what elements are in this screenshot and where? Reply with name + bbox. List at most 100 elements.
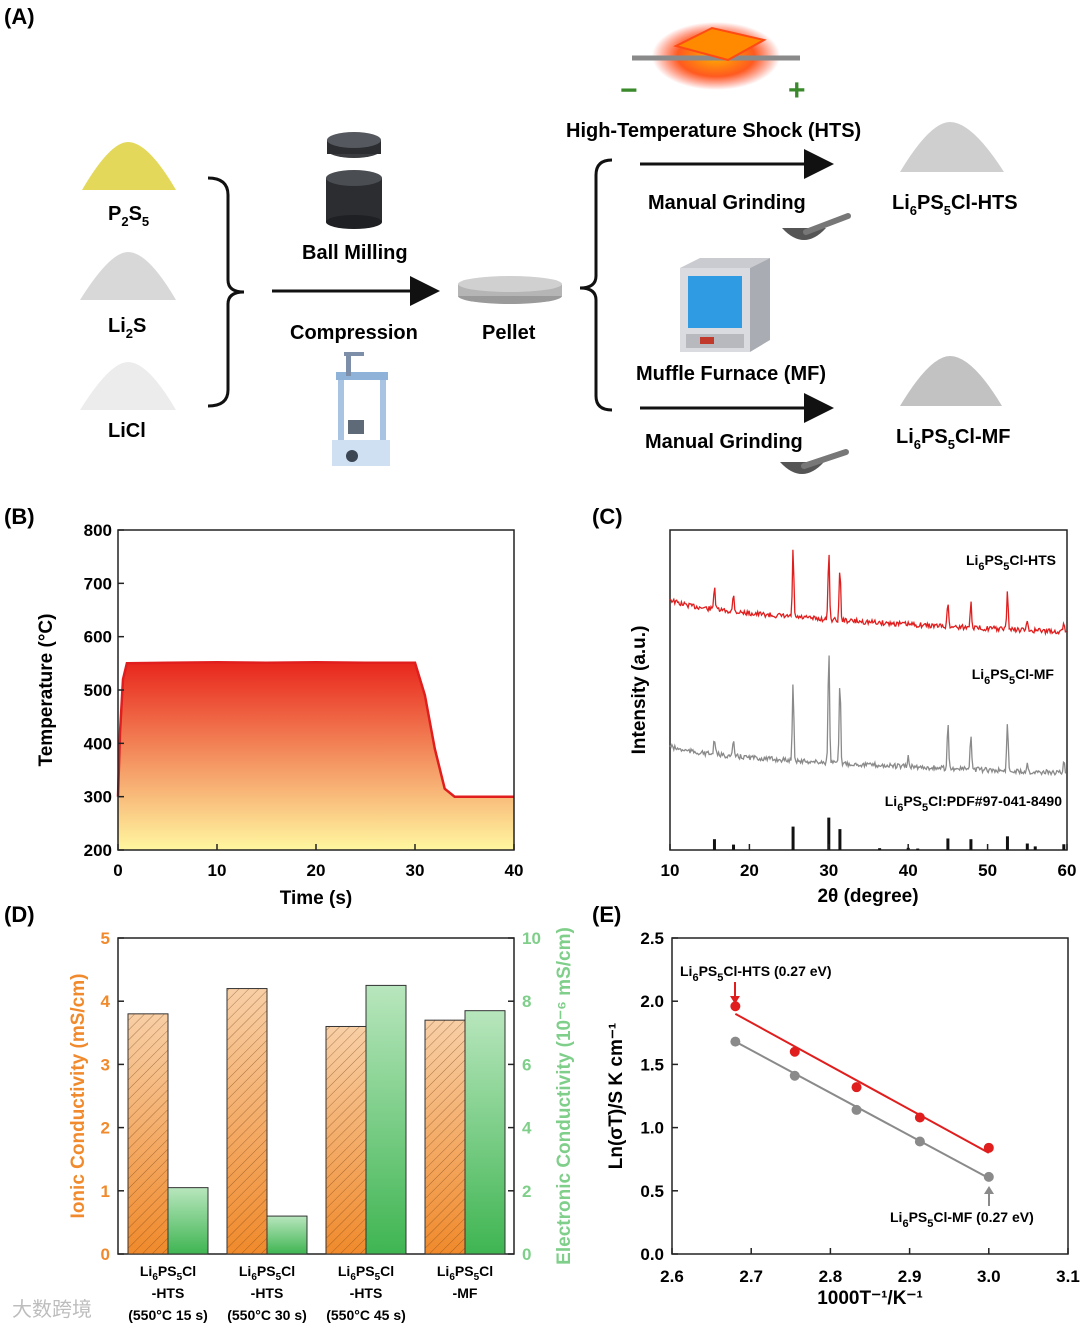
- x-tick-label-c: 40: [899, 861, 918, 880]
- pellet-icon: [458, 276, 562, 304]
- y-tick-label-left-d: 3: [101, 1055, 110, 1074]
- y-tick-label-left-d: 4: [101, 992, 111, 1011]
- y-tick-label-right-d: 10: [522, 929, 541, 948]
- plus-terminal: +: [788, 74, 806, 107]
- x-tick-label-e: 2.8: [819, 1267, 843, 1286]
- panel-c: (C) Li6PS5Cl-HTS Li6PS5Cl-MF Li6PS5Cl:PD…: [592, 504, 1076, 907]
- y-tick-label-left-d: 2: [101, 1119, 110, 1138]
- x-tick-label-b: 30: [406, 861, 425, 880]
- x-tick-label-e: 2.6: [660, 1267, 684, 1286]
- powder-pile-licl: [80, 362, 176, 410]
- y-tick-label-b: 200: [84, 841, 112, 860]
- hts-pointer-arrowhead: [730, 996, 740, 1004]
- category-label-line3: (550°C 15 s): [128, 1307, 208, 1323]
- bar-group: [127, 984, 506, 1255]
- x-tick-label-b: 20: [307, 861, 326, 880]
- category-labels-d: Li6PS5Cl -HTS (550°C 15 s) Li6PS5Cl -HTS (550…: [128, 1263, 493, 1323]
- x-tick-label-b: 40: [505, 861, 524, 880]
- axis-ticks-d: 0 1 2 3 4 5 0 2 4 6 8 10: [101, 929, 541, 1264]
- plot-frame-d: [117, 937, 515, 1255]
- y-tick-label-b: 400: [84, 734, 112, 753]
- y-tick-label-b: 500: [84, 681, 112, 700]
- y-axis-label-left-d: Ionic Conductivity (mS/cm): [68, 974, 89, 1219]
- x-tick-label-e: 2.9: [898, 1267, 922, 1286]
- x-tick-label-c: 60: [1058, 861, 1077, 880]
- category-label-line2: -HTS: [350, 1285, 383, 1301]
- data-point: [851, 1082, 862, 1093]
- x-tick-label-e: 3.0: [977, 1267, 1001, 1286]
- x-tick-label-b: 10: [208, 861, 227, 880]
- x-tick-label-e: 3.1: [1056, 1267, 1080, 1286]
- y-tick-label-e: 1.5: [640, 1055, 664, 1074]
- category-label-line2: -MF: [453, 1285, 478, 1301]
- ball-mill-jar-icon: [326, 132, 382, 229]
- mf-pointer-arrowhead: [984, 1186, 994, 1194]
- y-tick-label-e: 2.5: [640, 929, 664, 948]
- y-tick-label-left-d: 1: [101, 1182, 110, 1201]
- series-label-hts: Li6PS5Cl-HTS: [966, 552, 1056, 573]
- category-label-line2: -HTS: [152, 1285, 185, 1301]
- mortar-icon: [782, 213, 851, 240]
- x-axis-label-c: 2θ (degree): [817, 886, 918, 907]
- category-label-line3: (550°C 30 s): [227, 1307, 307, 1323]
- hts-heater-icon: [632, 22, 800, 90]
- ionic-bar-hatch: [227, 988, 267, 1254]
- compression-label: Compression: [290, 322, 418, 344]
- panel-label-c: (C): [592, 504, 623, 529]
- pellet-label: Pellet: [482, 322, 536, 344]
- y-tick-label-b: 700: [84, 574, 112, 593]
- panel-label-b: (B): [4, 504, 35, 529]
- x-tick-label-b: 0: [113, 861, 122, 880]
- electronic-bar: [464, 1010, 506, 1255]
- panel-label-a: (A): [4, 4, 35, 29]
- plot-frame-e: [671, 937, 1069, 1255]
- y-tick-label-e: 2.0: [640, 992, 664, 1011]
- manual-grinding-label-hts: Manual Grinding: [648, 192, 806, 214]
- product-hts-label: Li6PS5Cl-HTS: [892, 192, 1018, 218]
- plot-frame-c: [669, 529, 1068, 851]
- axis-ticks-c: 10 20 30 40 50 60: [661, 844, 1077, 880]
- xrd-pattern-hts: [669, 549, 1067, 637]
- temperature-curve: [116, 661, 514, 798]
- y-tick-label-e: 0.5: [640, 1182, 664, 1201]
- x-tick-label-e: 2.7: [739, 1267, 763, 1286]
- y-axis-label-right-d: Electronic Conductivity (10⁻⁶ mS/cm): [554, 927, 575, 1265]
- electronic-bar: [365, 984, 407, 1255]
- y-tick-label-right-d: 8: [522, 992, 531, 1011]
- data-point: [914, 1136, 925, 1147]
- category-label: Li6PS5Cl: [338, 1263, 394, 1283]
- y-axis-label-e: Ln(σT)/S K cm⁻¹: [606, 1023, 627, 1170]
- data-point: [730, 1036, 741, 1047]
- category-label: Li6PS5Cl: [140, 1263, 196, 1283]
- y-tick-label-left-d: 5: [101, 929, 110, 948]
- precursor-p2s5-label: P2S5: [108, 203, 149, 229]
- data-point: [789, 1046, 800, 1057]
- minus-terminal: −: [620, 74, 638, 107]
- y-tick-label-b: 600: [84, 628, 112, 647]
- hts-label: High-Temperature Shock (HTS): [566, 120, 861, 142]
- route-bracket: [579, 158, 613, 412]
- mortar-icon: [780, 449, 849, 474]
- panel-d: (D) 0 1 2 3 4 5 0 2 4 6 8 10 Li6PS5Cl -HTS (550°C 15 …: [4, 902, 575, 1323]
- panel-e: (E) 2.6 2.7 2.8 2.9 3.0 3.1 0.0 0.5 1.0 1.5 2.0 2.5…: [592, 902, 1080, 1309]
- electronic-bar: [167, 1187, 209, 1255]
- reference-sticks: [712, 817, 1066, 850]
- category-label: Li6PS5Cl: [437, 1263, 493, 1283]
- x-tick-label-c: 30: [819, 861, 838, 880]
- y-tick-label-e: 0.0: [640, 1245, 664, 1264]
- y-tick-label-right-d: 0: [522, 1245, 531, 1264]
- data-point: [983, 1171, 994, 1182]
- ionic-bar-hatch: [128, 1013, 168, 1254]
- ionic-bar-hatch: [326, 1026, 366, 1254]
- y-tick-label-right-d: 6: [522, 1055, 531, 1074]
- powder-pile-mf: [900, 356, 1002, 406]
- axis-ticks-b: 0 10 20 30 40 200 300 400 500 600 700 800: [84, 521, 524, 880]
- precursor-li2s-label: Li2S: [108, 315, 146, 341]
- axis-ticks-e: 2.6 2.7 2.8 2.9 3.0 3.1 0.0 0.5 1.0 1.5 2.0 2.5: [640, 929, 1079, 1286]
- arrhenius-plot: [730, 1001, 994, 1182]
- series-label-mf-e: Li6PS5Cl-MF (0.27 eV): [890, 1209, 1034, 1230]
- data-point: [789, 1070, 800, 1081]
- temperature-area-fill: [118, 662, 514, 850]
- panel-label-e: (E): [592, 902, 621, 927]
- muffle-furnace-label: Muffle Furnace (MF): [636, 363, 826, 385]
